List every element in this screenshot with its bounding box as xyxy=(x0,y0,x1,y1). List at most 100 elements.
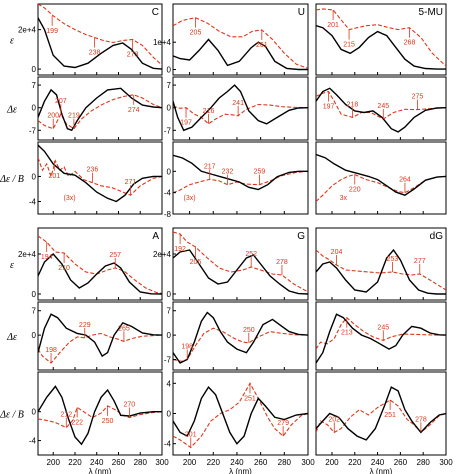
annotation-label: 216 xyxy=(203,108,215,115)
subplot-u-mcd: -8 -4 0 217 232 259 (3x) xyxy=(164,141,309,219)
axes-frame xyxy=(37,227,163,301)
x-tick-label: 280 xyxy=(417,458,431,467)
scale-note: (3x) xyxy=(184,195,196,202)
subplot-u-abs: 0 1e+4 205 261 xyxy=(153,3,309,76)
annotation-label: 245 xyxy=(377,103,389,110)
annotation-label: 202 xyxy=(328,416,340,423)
annotation-label: 201 xyxy=(327,22,339,29)
y-tick-label: 7 xyxy=(167,81,172,90)
panel-label: G xyxy=(297,231,305,242)
series-measured xyxy=(316,87,446,133)
annotation-label: 197 xyxy=(323,104,335,111)
y-tick-label: -8 xyxy=(164,210,172,219)
axes-frame xyxy=(37,301,163,371)
annotation-label: 205 xyxy=(190,30,202,37)
annotation-label: 229 xyxy=(79,322,91,329)
x-tick-label: 200 xyxy=(47,458,61,467)
subplot-c-mcd: -4 0 201 236 271 (3x) Δε / B xyxy=(0,141,163,215)
subplot-dg-cd: 213 245 xyxy=(315,301,447,371)
annotation-label: 278 xyxy=(415,416,427,423)
annotation-label: 210 xyxy=(58,265,70,272)
panel-label: A xyxy=(152,231,159,242)
annotation-label: 213 xyxy=(341,330,353,337)
y-tick-label: -4 xyxy=(164,440,172,449)
annotation-label: 250 xyxy=(243,327,255,334)
panel-5-mu: 201 215 268 197 218 245 275 220 264 3x 5-MU xyxy=(315,3,447,215)
annotation-label: 277 xyxy=(414,258,426,265)
x-tick-label: 300 xyxy=(301,458,315,467)
x-tick-label: 260 xyxy=(394,458,408,467)
axes-frame xyxy=(37,76,163,141)
annotation-label: 268 xyxy=(404,40,416,47)
annotation-label: 274 xyxy=(128,107,140,114)
y-tick-label: 0 xyxy=(167,290,172,299)
series-simulated xyxy=(38,157,162,196)
axes-frame xyxy=(315,301,447,371)
x-axis-label: λ (nm) xyxy=(89,467,112,474)
annotation-label: 273 xyxy=(127,52,139,59)
axes-frame xyxy=(37,3,163,76)
annotation-label: 259 xyxy=(254,169,266,176)
annotation-label: 241 xyxy=(232,100,244,107)
annotation-label: 192 xyxy=(174,246,186,253)
y-tick-label: 0 xyxy=(32,331,37,340)
panel-label: dG xyxy=(430,231,444,242)
axes-frame xyxy=(172,76,309,141)
series-measured xyxy=(173,84,308,132)
y-tick-label: 0 xyxy=(167,331,172,340)
y-tick-label: 2e+4 xyxy=(153,250,172,259)
y-tick-label: 7 xyxy=(167,307,172,316)
x-tick-label: 240 xyxy=(90,458,104,467)
axes-frame xyxy=(172,371,309,456)
series-simulated xyxy=(38,332,162,364)
series-simulated xyxy=(173,170,308,194)
series-simulated xyxy=(316,249,446,291)
x-tick-label: 260 xyxy=(112,458,126,467)
axes-frame xyxy=(172,141,309,215)
annotation-label: 215 xyxy=(343,42,355,49)
annotation-label: 251 xyxy=(384,412,396,419)
axes-frame xyxy=(37,371,163,456)
annotation-label: 199 xyxy=(46,28,58,35)
subplot-5-mu-cd: 197 218 245 275 xyxy=(315,76,447,141)
series-simulated xyxy=(173,382,308,449)
axes-frame xyxy=(315,76,447,141)
row-label: ε xyxy=(10,260,14,271)
series-measured xyxy=(173,385,308,445)
series-simulated xyxy=(38,94,162,130)
series-simulated xyxy=(38,4,162,66)
y-tick-label: 7 xyxy=(32,81,37,90)
annotation-label: 270 xyxy=(124,401,136,408)
y-tick-label: 2e+4 xyxy=(18,250,37,259)
y-tick-label: -7 xyxy=(164,356,172,365)
axes-frame xyxy=(172,301,309,371)
panel-label: 5-MU xyxy=(419,7,443,18)
x-tick-label: 240 xyxy=(371,458,385,467)
annotation-label: 197 xyxy=(180,120,192,127)
annotation-label: 238 xyxy=(89,50,101,57)
x-tick-label: 200 xyxy=(325,458,339,467)
annotation-label: 279 xyxy=(277,420,289,427)
subplot-dg-abs: 204 253 277 xyxy=(315,227,447,301)
annotation-label: 264 xyxy=(399,177,411,184)
annotation-label: 219 xyxy=(68,113,80,120)
annotation-label: 201 xyxy=(48,173,60,180)
series-measured xyxy=(38,17,162,70)
series-measured xyxy=(316,386,446,441)
y-tick-label: 7 xyxy=(32,307,37,316)
annotation-label: 198 xyxy=(181,344,193,351)
subplot-c-cd: -7 0 7 200 207 219 274 Δε xyxy=(6,76,163,141)
subplot-c-abs: 0 2e+4 199 238 273 ε xyxy=(10,3,163,76)
subplot-g-cd: -7 0 7 198 250 xyxy=(164,301,309,371)
annotation-label: 222 xyxy=(71,419,83,426)
series-simulated xyxy=(316,8,446,67)
annotation-label: 278 xyxy=(276,259,288,266)
annotation-label: 251 xyxy=(244,395,256,402)
subplot-dg-mcd: 202 251 278 xyxy=(315,371,447,456)
series-measured xyxy=(316,248,446,295)
y-tick-label: 2e+4 xyxy=(18,26,37,35)
y-tick-label: 0 xyxy=(32,104,37,113)
